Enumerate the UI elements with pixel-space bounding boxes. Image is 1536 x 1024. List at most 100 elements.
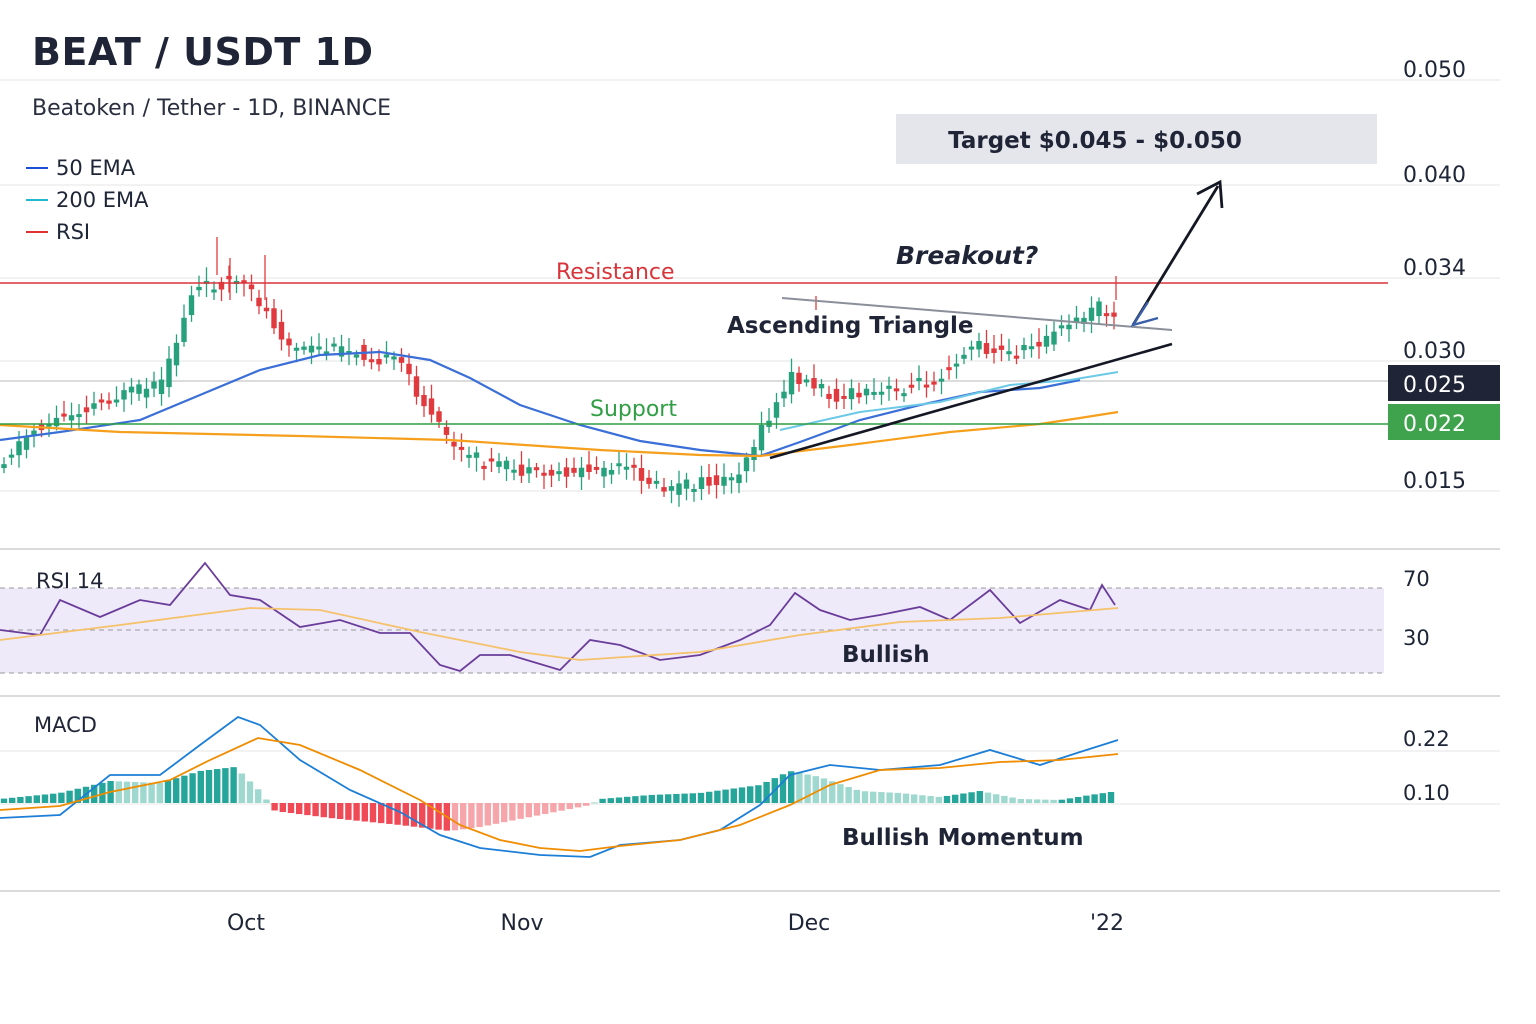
- candle-body: [143, 388, 150, 398]
- macd-histogram-bar: [656, 794, 664, 803]
- macd-line: [0, 715, 1119, 858]
- macd-histogram-bar: [911, 794, 918, 803]
- candle-body: [713, 475, 720, 486]
- candle-body: [31, 430, 37, 436]
- macd-histogram-bar: [1009, 797, 1016, 803]
- macd-histogram-bar: [255, 789, 262, 803]
- candle-body: [533, 467, 540, 471]
- candle-body: [653, 480, 660, 484]
- macd-histogram-bar: [41, 794, 49, 803]
- candle-body: [661, 487, 667, 492]
- macd-histogram-bar: [927, 796, 934, 803]
- rsi-note: Bullish: [842, 642, 930, 668]
- candle-body: [23, 436, 30, 450]
- price-tick-label: 0.030: [1403, 339, 1466, 364]
- macd-histogram-bar: [156, 782, 163, 803]
- macd-histogram-bar: [484, 803, 491, 826]
- legend-item-50-ema[interactable]: 50 EMA: [26, 152, 149, 184]
- candle-body: [166, 358, 172, 388]
- macd-histogram-bar: [296, 803, 303, 815]
- rsi-tick-label: 30: [1403, 626, 1430, 650]
- x-tick-label: Nov: [501, 911, 544, 936]
- candle-body: [1006, 351, 1012, 355]
- target-box: [896, 114, 1377, 164]
- macd-histogram-bar: [763, 781, 770, 803]
- candle-body: [968, 346, 975, 350]
- candle-body: [548, 469, 555, 476]
- candle-body: [158, 379, 165, 395]
- macd-histogram-bar: [33, 795, 40, 803]
- macd-histogram-bar: [1050, 799, 1057, 803]
- macd-histogram-bar: [788, 771, 795, 803]
- macd-note: Bullish Momentum: [842, 825, 1084, 851]
- candle-body: [256, 297, 262, 307]
- triangle-lower-line: [769, 342, 1173, 460]
- rsi-panel: RSI 14 Bullish: [0, 561, 1119, 672]
- triangle-label: Ascending Triangle: [727, 313, 974, 339]
- candle-body: [788, 371, 795, 395]
- macd-histogram-bar: [99, 782, 106, 803]
- macd-histogram-bar: [1066, 798, 1074, 803]
- macd-histogram-bar: [287, 803, 295, 814]
- macd-histogram-bar: [722, 789, 729, 803]
- price-badge: [1388, 404, 1500, 440]
- candle-body: [578, 467, 585, 478]
- legend-item-200-ema[interactable]: 200 EMA: [26, 184, 149, 216]
- legend-label: 200 EMA: [56, 188, 149, 212]
- chart-subtitle: Beatoken / Tether - 1D, BINANCE: [32, 96, 392, 121]
- macd-histogram-bar: [591, 802, 598, 804]
- candle-body: [1, 464, 7, 469]
- price-tick-label: 0.040: [1403, 163, 1466, 188]
- candle-body: [646, 477, 652, 484]
- x-tick-label: Dec: [788, 911, 831, 936]
- macd-histogram-bar: [870, 791, 877, 803]
- support-label: Support: [590, 397, 677, 422]
- macd-histogram-bar: [205, 769, 213, 803]
- candle-body: [8, 454, 15, 458]
- macd-tick-label: 0.22: [1403, 727, 1450, 751]
- macd-histogram-bar: [304, 803, 311, 816]
- macd-histogram-bar: [181, 775, 188, 803]
- macd-histogram-bar: [353, 803, 360, 821]
- macd-histogram-bar: [361, 803, 368, 822]
- macd-histogram-bar: [435, 803, 442, 830]
- macd-histogram-bar: [845, 787, 852, 803]
- macd-histogram-bar: [91, 784, 98, 803]
- candle-body: [751, 447, 757, 460]
- macd-panel: MACD Bullish Momentum: [0, 713, 1119, 858]
- candle-body: [556, 471, 562, 475]
- candle-body: [451, 441, 457, 447]
- candle-body: [946, 367, 952, 371]
- macd-histogram-bar: [984, 792, 992, 803]
- macd-histogram-bar: [476, 803, 483, 828]
- candle-body: [781, 391, 787, 399]
- macd-histogram-bar: [386, 803, 393, 824]
- macd-histogram-bar: [878, 792, 885, 803]
- macd-histogram-bar: [730, 788, 737, 803]
- macd-histogram-bar: [214, 769, 221, 803]
- macd-histogram-bar: [66, 790, 73, 803]
- macd-histogram-bar: [492, 803, 500, 824]
- macd-histogram-bar: [681, 793, 688, 803]
- candle-body: [173, 342, 180, 366]
- candle-body: [848, 388, 855, 400]
- candle-body: [406, 363, 412, 375]
- legend-item-rsi[interactable]: RSI: [26, 216, 149, 248]
- ema-50-line: [0, 350, 1081, 458]
- candle-body: [901, 393, 907, 397]
- candle-body: [68, 415, 75, 421]
- macd-histogram-bar: [189, 773, 196, 803]
- candle-body: [391, 356, 397, 360]
- macd-histogram-bar: [624, 796, 631, 803]
- macd-histogram-bar: [1083, 795, 1090, 803]
- candle-body: [743, 457, 750, 472]
- legend-swatch-icon: [26, 199, 48, 201]
- candle-body: [683, 479, 690, 489]
- macd-histogram-bar: [222, 768, 229, 803]
- candle-body: [811, 378, 817, 389]
- arrow-head-icon: [1196, 179, 1224, 209]
- candle-body: [98, 399, 105, 403]
- rsi-line: [0, 561, 1116, 672]
- macd-histogram-bar: [648, 794, 655, 803]
- candle-body: [586, 464, 592, 473]
